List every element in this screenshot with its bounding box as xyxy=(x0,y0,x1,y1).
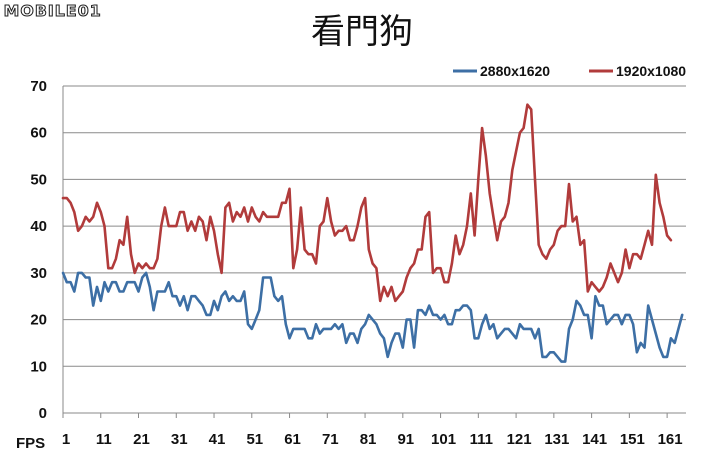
series-line-1 xyxy=(61,103,673,303)
x-tick-label: 91 xyxy=(397,431,414,448)
x-tick-label: 21 xyxy=(133,431,150,448)
legend-label-0: 2880x1620 xyxy=(480,63,550,79)
y-tick-label: 0 xyxy=(39,405,47,422)
legend: 2880x1620 1920x1080 xyxy=(453,63,686,79)
x-tick-label: 151 xyxy=(620,431,645,448)
x-tick-label: 121 xyxy=(507,431,532,448)
y-tick-label: 10 xyxy=(30,358,47,375)
y-tick-label: 60 xyxy=(30,125,47,142)
x-tick-label: 41 xyxy=(209,431,226,448)
series-lines xyxy=(61,103,684,363)
axes xyxy=(62,86,686,414)
x-tick-label: 81 xyxy=(360,431,377,448)
x-tick-label: 51 xyxy=(246,431,263,448)
y-tick-label: 70 xyxy=(30,78,47,95)
x-tick-label: 131 xyxy=(544,431,569,448)
x-tick-label: 61 xyxy=(284,431,301,448)
y-axis-label: FPS xyxy=(16,435,45,452)
y-axis-ticks: 0 10 20 30 40 50 60 70 xyxy=(30,78,47,422)
x-tick-label: 111 xyxy=(470,431,493,448)
x-tick-label: 161 xyxy=(658,431,683,448)
x-tick-label: 141 xyxy=(582,431,607,448)
grid-lines xyxy=(63,85,686,367)
x-tick-label: 71 xyxy=(322,431,339,448)
x-tick-label: 101 xyxy=(431,431,456,448)
y-tick-label: 30 xyxy=(30,265,47,282)
chart-title: 看門狗 xyxy=(311,12,413,52)
x-tick-label: 1 xyxy=(62,431,70,448)
x-axis-ticks: 1 11 21 31 41 51 61 71 81 91 101 111 121 131 141 151 161 xyxy=(62,413,683,448)
x-tick-label: 31 xyxy=(171,431,188,448)
series-line-0 xyxy=(61,271,684,363)
mobile01-watermark-logo: MOBILE01 xyxy=(3,2,102,21)
y-tick-label: 40 xyxy=(30,218,47,235)
legend-label-1: 1920x1080 xyxy=(616,63,686,79)
x-tick-label: 11 xyxy=(96,431,112,448)
y-tick-label: 20 xyxy=(30,312,47,329)
y-tick-label: 50 xyxy=(30,171,47,188)
